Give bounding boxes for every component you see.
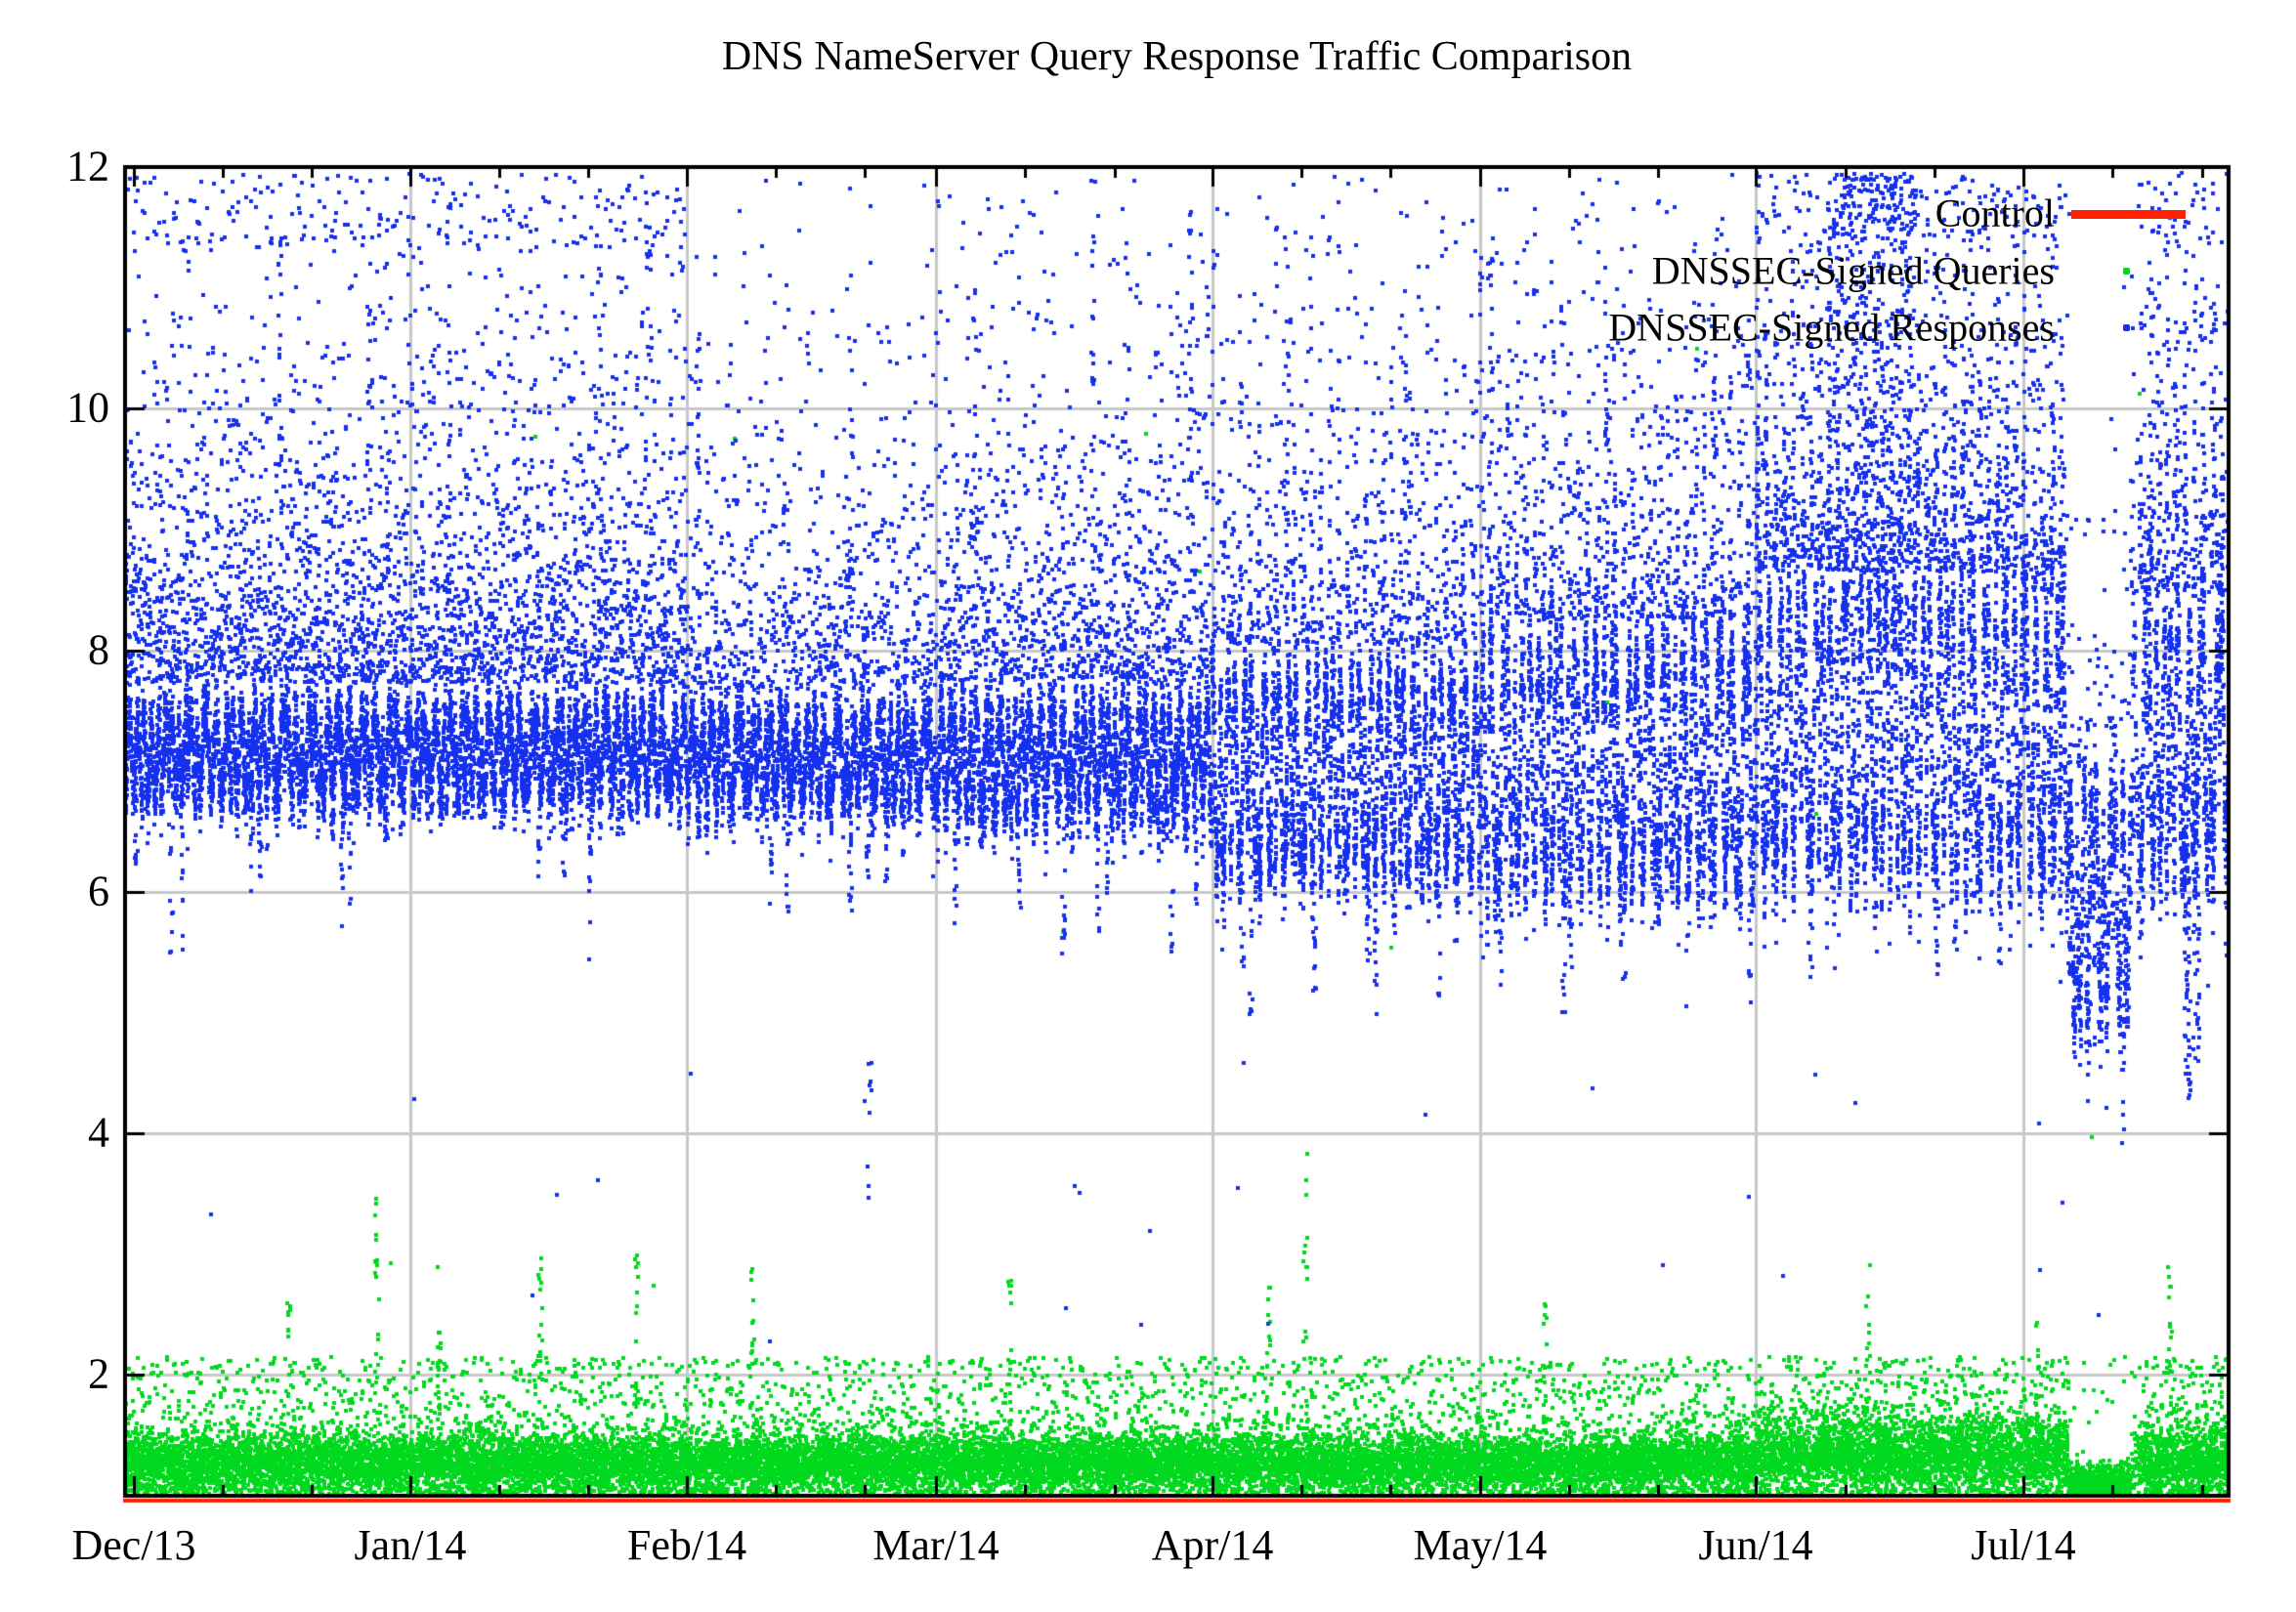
- page: { "chart_data": { "type": "scatter", "ti…: [0, 0, 2296, 1612]
- chart-canvas: [0, 0, 2296, 1612]
